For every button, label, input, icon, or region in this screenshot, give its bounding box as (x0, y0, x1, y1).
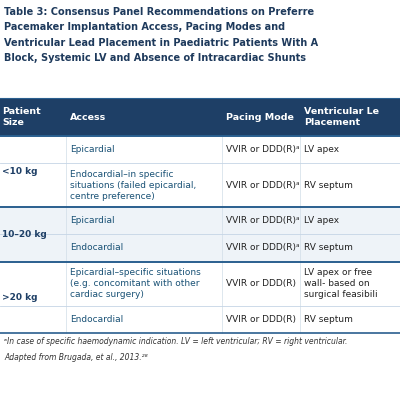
Text: VVIR or DDD(R)ᵃ: VVIR or DDD(R)ᵃ (226, 216, 300, 225)
Text: VVIR or DDD(R)ᵃ: VVIR or DDD(R)ᵃ (226, 181, 300, 190)
Bar (0, 207, 400, 234)
Text: VVIR or DDD(R): VVIR or DDD(R) (226, 279, 296, 288)
Text: >20 kg: >20 kg (2, 293, 38, 302)
Text: Pacing Mode: Pacing Mode (226, 112, 294, 122)
Text: Ventricular Le
Placement: Ventricular Le Placement (304, 107, 379, 127)
Text: Epicardial: Epicardial (70, 216, 115, 225)
Text: Pacemaker Implantation Access, Pacing Modes and: Pacemaker Implantation Access, Pacing Mo… (4, 22, 285, 32)
Bar (0, 136, 400, 163)
Text: Epicardial–specific situations
(e.g. concomitant with other
cardiac surgery): Epicardial–specific situations (e.g. con… (70, 268, 201, 299)
Text: Block, Systemic LV and Absence of Intracardiac Shunts: Block, Systemic LV and Absence of Intrac… (4, 53, 306, 63)
Text: Adapted from Brugada, et al., 2013.²⁸: Adapted from Brugada, et al., 2013.²⁸ (4, 353, 148, 362)
Text: Epicardial: Epicardial (70, 145, 115, 154)
Text: Endocardial: Endocardial (70, 244, 123, 252)
Text: RV septum: RV septum (304, 315, 353, 324)
Bar (0, 163, 400, 207)
Text: ᵃIn case of specific haemodynamic indication. LV = left ventricular; RV = right : ᵃIn case of specific haemodynamic indica… (4, 337, 347, 346)
Text: Patient
Size: Patient Size (2, 107, 41, 127)
Text: Endocardial–in specific
situations (failed epicardial,
centre preference): Endocardial–in specific situations (fail… (70, 170, 196, 201)
Bar (0, 234, 400, 262)
Text: Access: Access (70, 112, 106, 122)
Text: Endocardial: Endocardial (70, 315, 123, 324)
Text: Ventricular Lead Placement in Paediatric Patients With A: Ventricular Lead Placement in Paediatric… (4, 38, 318, 48)
Text: VVIR or DDD(R)ᵃ: VVIR or DDD(R)ᵃ (226, 244, 300, 252)
Text: 10–20 kg: 10–20 kg (2, 230, 47, 239)
Text: VVIR or DDD(R): VVIR or DDD(R) (226, 315, 296, 324)
Text: RV septum: RV septum (304, 181, 353, 190)
Text: Table 3: Consensus Panel Recommendations on Preferre: Table 3: Consensus Panel Recommendations… (4, 7, 314, 17)
Text: LV apex: LV apex (304, 145, 339, 154)
Bar (0, 262, 400, 306)
Bar (0, 98, 400, 136)
Text: RV septum: RV septum (304, 244, 353, 252)
Text: LV apex or free
wall- based on
surgical feasibili: LV apex or free wall- based on surgical … (304, 268, 378, 299)
Text: VVIR or DDD(R)ᵃ: VVIR or DDD(R)ᵃ (226, 145, 300, 154)
Text: LV apex: LV apex (304, 216, 339, 225)
Bar (0, 306, 400, 333)
Text: <10 kg: <10 kg (2, 167, 38, 176)
